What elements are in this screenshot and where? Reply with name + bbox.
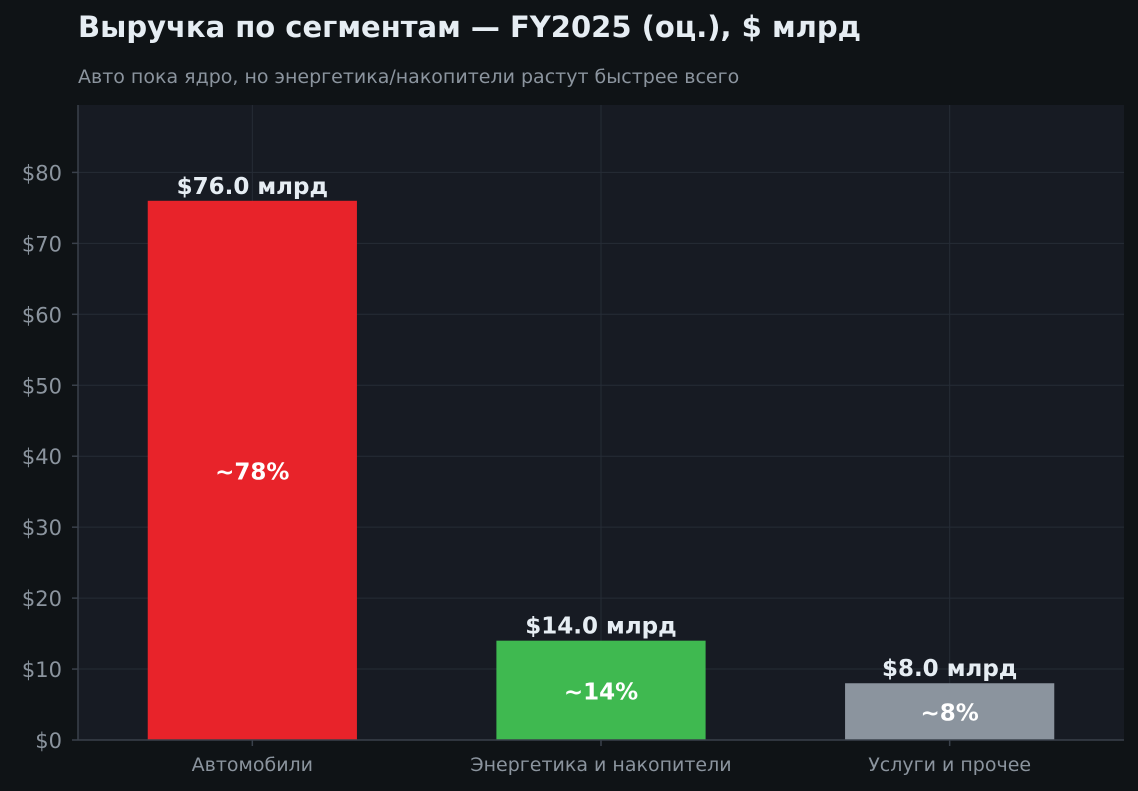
axes	[72, 105, 1124, 746]
category-label-1: Энергетика и накопители	[470, 754, 731, 776]
chart-subtitle: Авто пока ядро, но энергетика/накопители…	[78, 66, 740, 88]
y-tick-label-2: $20	[22, 587, 62, 611]
category-label-0: Автомобили	[192, 754, 313, 776]
y-tick-label-4: $40	[22, 445, 62, 469]
y-tick-label-0: $0	[35, 729, 62, 753]
value-label-0: $76.0 млрд	[177, 174, 328, 200]
chart-title: Выручка по сегментам — FY2025 (оц.), $ м…	[78, 10, 862, 44]
bar-0	[147, 200, 357, 741]
y-tick-label-3: $30	[22, 516, 62, 540]
category-label-2: Услуги и прочее	[868, 754, 1031, 776]
share-label-2: ~8%	[921, 701, 979, 727]
y-tick-label-7: $70	[22, 232, 62, 256]
y-tick-label-8: $80	[22, 161, 62, 185]
value-label-1: $14.0 млрд	[525, 614, 676, 640]
bars	[147, 200, 1055, 741]
value-label-2: $8.0 млрд	[882, 656, 1017, 682]
y-tick-label-1: $10	[22, 658, 62, 682]
share-label-0: ~78%	[215, 459, 289, 485]
bar-1	[496, 640, 706, 740]
share-label-1: ~14%	[564, 679, 638, 705]
y-tick-label-6: $60	[22, 303, 62, 327]
labels: $0 $10 $20 $30 $40 $50 $60 $70 $80 Автомобили Энер…	[22, 161, 1031, 776]
bar-2	[845, 683, 1055, 740]
y-tick-label-5: $50	[22, 374, 62, 398]
